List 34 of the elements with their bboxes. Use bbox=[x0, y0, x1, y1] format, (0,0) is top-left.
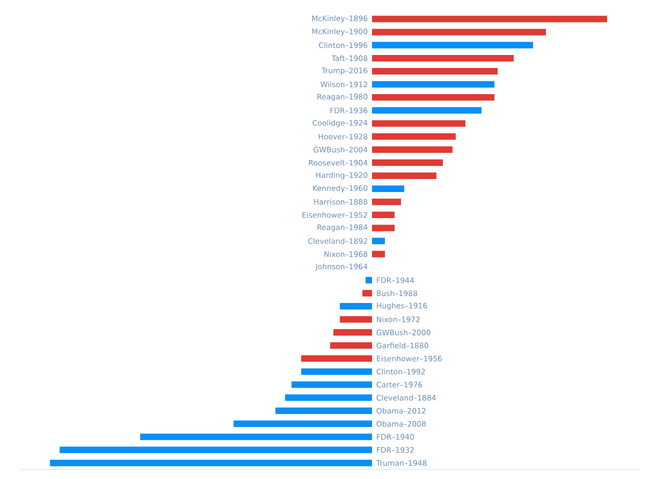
bar bbox=[372, 16, 608, 22]
bar bbox=[301, 368, 372, 375]
bar bbox=[372, 81, 494, 88]
bar bbox=[372, 54, 514, 62]
bar bbox=[285, 394, 372, 401]
bar bbox=[372, 159, 443, 166]
bar bbox=[333, 329, 372, 336]
bar bbox=[362, 290, 372, 296]
bar bbox=[140, 434, 372, 440]
bar bbox=[292, 381, 372, 388]
bar bbox=[372, 146, 453, 153]
bar bbox=[234, 420, 372, 428]
bar bbox=[372, 250, 385, 258]
bar bbox=[372, 120, 466, 127]
bar bbox=[372, 94, 494, 101]
bar bbox=[372, 186, 404, 192]
bar bbox=[372, 198, 402, 206]
bar bbox=[372, 238, 385, 244]
bar bbox=[372, 224, 395, 232]
bar bbox=[330, 342, 372, 349]
bar bbox=[372, 68, 498, 75]
bar bbox=[275, 407, 372, 414]
bar bbox=[301, 355, 372, 362]
bar bbox=[372, 28, 546, 36]
bar bbox=[340, 303, 372, 310]
bar bbox=[372, 107, 482, 114]
bar bbox=[372, 133, 456, 140]
bar bbox=[372, 172, 436, 179]
bar bbox=[372, 212, 395, 218]
bar bbox=[340, 316, 372, 323]
bar bbox=[60, 446, 372, 454]
bar bbox=[50, 460, 372, 466]
bar bbox=[366, 276, 372, 284]
bar bbox=[372, 42, 534, 48]
